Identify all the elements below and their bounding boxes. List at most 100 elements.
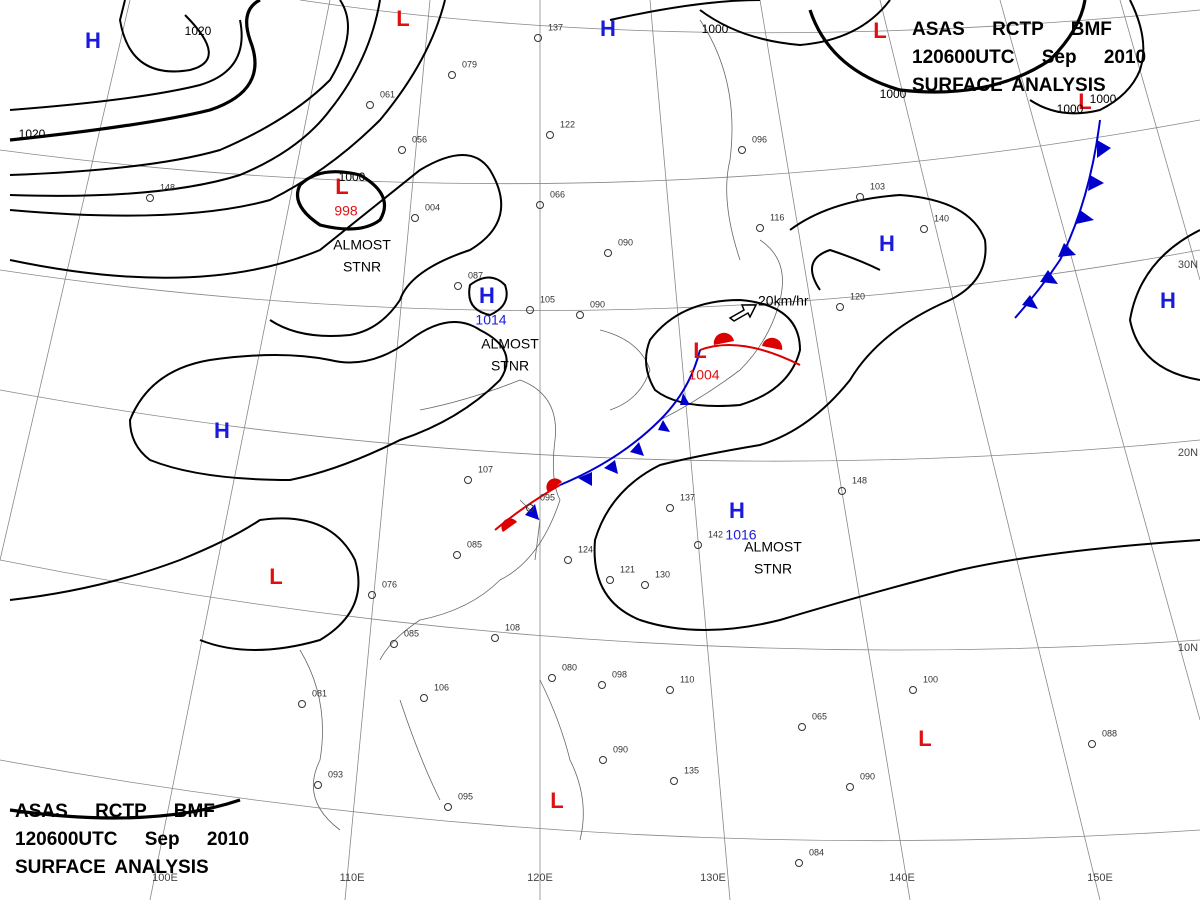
- station-symbol: [798, 723, 806, 731]
- station-pressure: 130: [655, 569, 670, 579]
- station-pressure: 088: [1102, 728, 1117, 738]
- station-symbol: [856, 193, 864, 201]
- station-pressure: 093: [328, 769, 343, 779]
- center-pressure: 1016: [725, 527, 756, 543]
- center-note: ALMOST: [333, 237, 391, 253]
- station-pressure: 087: [468, 270, 483, 280]
- isobar: [128, 321, 508, 482]
- station-symbol: [420, 694, 428, 702]
- isobar-label: 1020: [19, 127, 46, 141]
- pressure-center: H: [85, 28, 101, 53]
- station-symbol: [546, 131, 554, 139]
- station-symbol: [298, 700, 306, 708]
- latitude-line: [0, 759, 1200, 842]
- pressure-center: H: [1160, 288, 1176, 313]
- station-pressure: 090: [860, 771, 875, 781]
- center-note: STNR: [491, 358, 529, 374]
- station-pressure: 106: [434, 682, 449, 692]
- pressure-center: H: [879, 231, 895, 256]
- station-symbol: [666, 504, 674, 512]
- coastline: [299, 649, 341, 831]
- longitude-line: [999, 0, 1200, 721]
- station-pressure: 084: [809, 847, 824, 857]
- station-pressure: 056: [412, 134, 427, 144]
- longitude-line: [649, 0, 731, 900]
- isobar: [9, 154, 503, 337]
- station-symbol: [576, 311, 584, 319]
- coastline: [399, 699, 441, 801]
- station-pressure: 090: [590, 299, 605, 309]
- station-pressure: 116: [770, 212, 784, 222]
- station-pressure: 066: [550, 189, 565, 199]
- station-pressure: 108: [505, 622, 520, 632]
- isobar: [1029, 0, 1145, 115]
- coastline: [539, 679, 584, 841]
- longitude-line: [759, 0, 911, 900]
- station-symbol: [666, 686, 674, 694]
- station-symbol: [491, 634, 499, 642]
- latitude-label: 20N: [1178, 447, 1198, 459]
- station-symbol: [146, 194, 154, 202]
- isobar-label: 1000: [339, 170, 366, 184]
- station-pressure: 124: [578, 544, 593, 554]
- station-symbol: [838, 487, 846, 495]
- pressure-center: H: [729, 498, 745, 523]
- isobar: [699, 0, 891, 47]
- station-pressure: 004: [425, 202, 440, 212]
- station-pressure: 105: [540, 294, 555, 304]
- longitude-label: 130E: [700, 872, 726, 884]
- isobar: [9, 19, 243, 111]
- station-symbol: [366, 101, 374, 109]
- coastline: [659, 239, 783, 421]
- station-symbol: [314, 781, 322, 789]
- station-pressure: 121: [620, 564, 635, 574]
- station-symbol: [670, 777, 678, 785]
- header-line: SURFACE ANALYSIS: [912, 75, 1106, 96]
- center-pressure: 1014: [475, 312, 506, 328]
- station-symbol: [606, 576, 614, 584]
- station-symbol: [526, 504, 534, 512]
- latitude-line: [299, 0, 1200, 34]
- station-symbol: [448, 71, 456, 79]
- station-symbol: [920, 225, 928, 233]
- latitude-line: [0, 389, 1200, 462]
- station-pressure: 137: [680, 492, 695, 502]
- isobar: [9, 0, 261, 142]
- warm-front-symbol: [501, 478, 562, 532]
- isobar: [9, 0, 349, 176]
- latitude-line: [0, 249, 1200, 311]
- isobar-label: 1000: [880, 87, 907, 101]
- longitude-label: 140E: [889, 872, 915, 884]
- longitude-line: [1119, 0, 1200, 281]
- station-symbol: [738, 146, 746, 154]
- station-symbol: [694, 541, 702, 549]
- station-symbol: [836, 303, 844, 311]
- center-pressure: 998: [334, 203, 358, 219]
- pressure-center: L: [918, 726, 931, 751]
- isobar: [811, 248, 881, 291]
- longitude-label: 100E: [152, 872, 178, 884]
- isobar: [468, 276, 508, 317]
- pressure-center: H: [600, 16, 616, 41]
- station-symbol: [604, 249, 612, 257]
- station-pressure: 148: [160, 182, 175, 192]
- isobar: [9, 0, 381, 197]
- station-pressure: 065: [812, 711, 827, 721]
- station-pressure: 122: [560, 119, 575, 129]
- station-symbol: [795, 859, 803, 867]
- center-note: ALMOST: [481, 336, 539, 352]
- station-pressure: 090: [613, 744, 628, 754]
- station-symbol: [1088, 740, 1096, 748]
- center-note: STNR: [343, 259, 381, 275]
- station-pressure: 095: [540, 492, 555, 502]
- isobar: [118, 0, 210, 73]
- station-pressure: 061: [380, 89, 395, 99]
- station-pressure: 095: [458, 791, 473, 801]
- pressure-center: L: [693, 338, 706, 363]
- station-pressure: 120: [850, 291, 865, 301]
- station-pressure: 085: [467, 539, 482, 549]
- station-symbol: [641, 581, 649, 589]
- station-pressure: 103: [870, 181, 885, 191]
- longitude-line: [0, 0, 131, 561]
- station-pressure: 135: [684, 765, 699, 775]
